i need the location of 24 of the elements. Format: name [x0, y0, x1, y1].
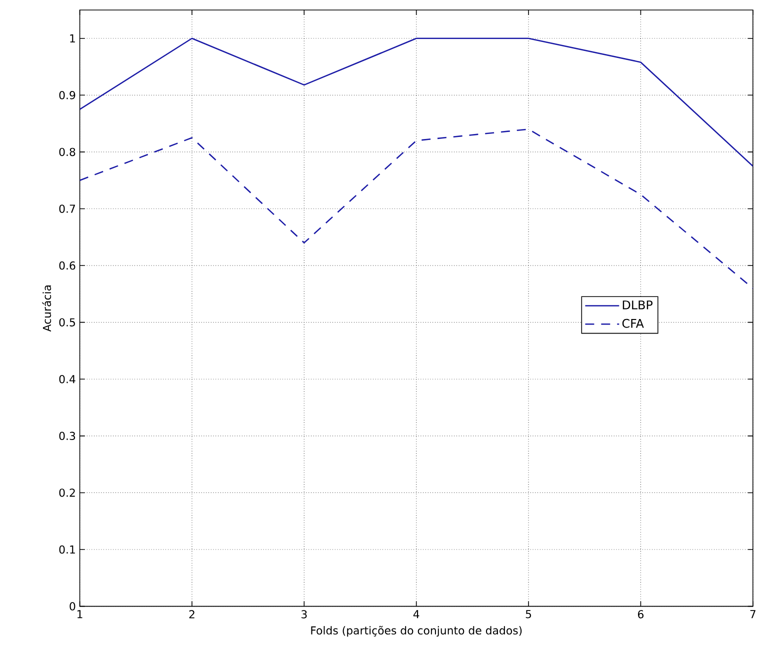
y-tick-label: 0.3 [59, 432, 76, 440]
x-tick-label: 5 [526, 610, 532, 618]
y-tick-label: 0.6 [59, 261, 76, 270]
y-tick-label: 0.5 [59, 318, 75, 326]
line-series [80, 38, 753, 167]
y-tick-label: 0.4 [59, 374, 76, 384]
x-tick-label: 3 [302, 610, 307, 618]
legend-label: CFA [622, 318, 644, 328]
x-axis-title: Folds (partições do conjunto de dados) [311, 626, 522, 637]
x-tick-label: 7 [750, 610, 756, 618]
y-tick-label: 0.1 [59, 545, 75, 554]
y-axis-title: Acurácia [42, 285, 52, 332]
y-tick-label: 0 [70, 602, 76, 610]
x-tick-label: 6 [638, 610, 644, 618]
y-tick-label: 0.7 [59, 204, 75, 213]
legend-label: DLBP [622, 300, 652, 310]
y-tick-label: 0.2 [59, 488, 75, 497]
x-tick-label: 1 [78, 610, 82, 618]
x-tick-label: 2 [189, 610, 194, 618]
line-series [80, 128, 753, 289]
y-tick-label: 0.8 [59, 148, 76, 156]
y-tick-label: 0.9 [59, 90, 76, 100]
y-tick-label: 1 [70, 34, 75, 42]
x-tick-label: 4 [413, 610, 420, 618]
